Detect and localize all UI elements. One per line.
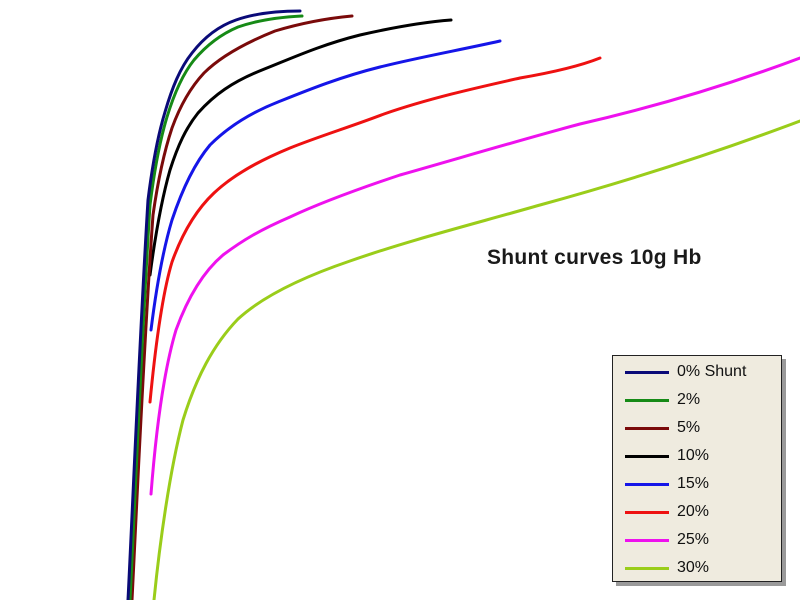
legend-swatch [625, 398, 669, 402]
legend-entry: 2% [625, 390, 700, 410]
series-line-0 [126, 9, 302, 600]
series-line-4 [149, 39, 502, 332]
legend-swatch [625, 510, 669, 514]
series-line-6 [149, 56, 800, 496]
legend-swatch [625, 426, 669, 430]
series-line-5 [148, 56, 602, 404]
legend-entry: 5% [625, 418, 700, 438]
legend: 0% Shunt 2% 5% 10% 15% 20% 25% 30% [612, 355, 782, 582]
legend-swatch [625, 566, 669, 570]
series-line-7 [152, 119, 800, 600]
legend-swatch [625, 482, 669, 486]
legend-label: 30% [677, 559, 710, 576]
legend-entry: 30% [625, 558, 709, 578]
series-line-2 [130, 14, 354, 600]
series-line-1 [128, 14, 304, 600]
legend-entry: 20% [625, 502, 709, 522]
legend-entry: 0% Shunt [625, 362, 746, 382]
chart-title: Shunt curves 10g Hb [487, 246, 702, 269]
legend-label: 5% [677, 419, 701, 436]
series-line-3 [148, 18, 453, 277]
legend-entry: 15% [625, 474, 709, 494]
legend-label: 2% [677, 391, 701, 408]
legend-swatch [625, 370, 669, 374]
legend-label: 15% [677, 475, 710, 492]
legend-label: 25% [677, 531, 710, 548]
legend-entry: 10% [625, 446, 709, 466]
legend-swatch [625, 538, 669, 542]
legend-label: 10% [677, 447, 710, 464]
legend-label: 0% Shunt [677, 363, 747, 380]
legend-label: 20% [677, 503, 710, 520]
legend-entry: 25% [625, 530, 709, 550]
legend-swatch [625, 454, 669, 458]
